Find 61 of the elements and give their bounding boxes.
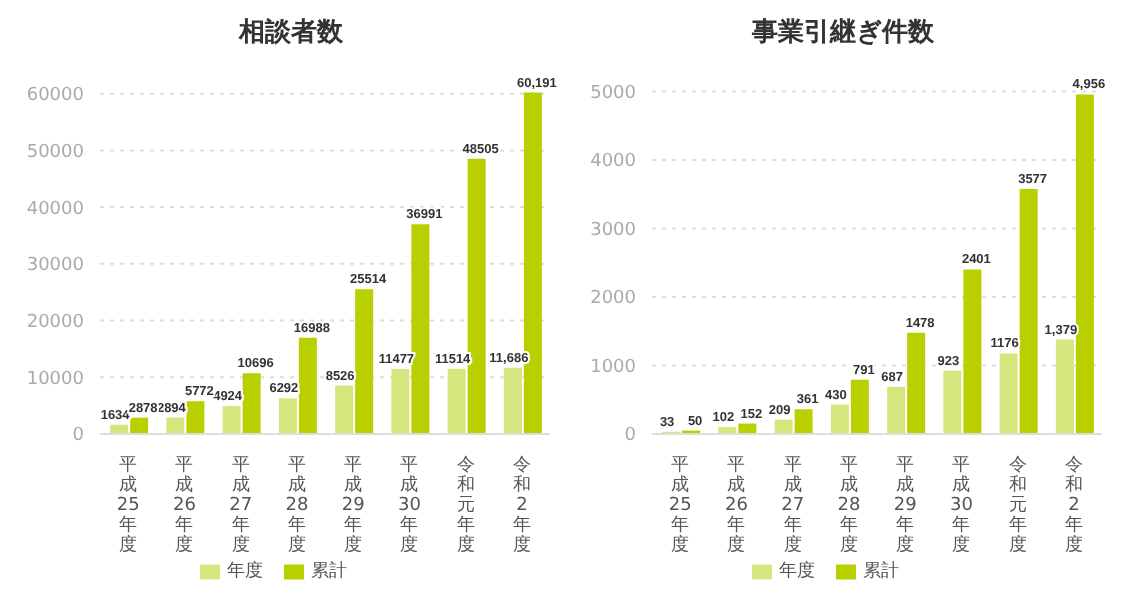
x-tick-label: 平成25年度 — [116, 456, 140, 556]
x-tick-label: 平成27年度 — [781, 456, 805, 556]
bar — [130, 417, 149, 434]
y-tick-label: 40000 — [26, 199, 85, 220]
y-tick-label: 30000 — [26, 256, 85, 277]
x-tick-label: 平成29年度 — [893, 456, 918, 556]
bar — [794, 409, 813, 434]
bar — [467, 158, 486, 434]
bar — [1019, 188, 1038, 434]
y-tick-label: 10000 — [26, 369, 85, 390]
y-tick-label: 0 — [72, 426, 85, 447]
bar — [278, 398, 297, 434]
bar — [186, 401, 205, 434]
x-tick-label: 平成28年度 — [285, 456, 309, 556]
bar — [774, 419, 793, 434]
bar — [943, 370, 962, 434]
y-tick-label: 60000 — [26, 86, 85, 107]
bar — [887, 386, 906, 434]
bar — [222, 406, 241, 434]
bar — [166, 417, 185, 434]
x-tick-label: 平成28年度 — [837, 456, 861, 556]
bar — [830, 404, 849, 434]
legend-label: 年度 — [779, 562, 815, 582]
y-tick-label: 0 — [624, 426, 637, 447]
y-tick-label: 4000 — [590, 152, 637, 173]
x-tick-label: 平成27年度 — [229, 456, 253, 556]
bar — [907, 332, 926, 434]
bar — [335, 385, 354, 434]
bar — [503, 367, 522, 434]
bar — [963, 269, 982, 434]
bar — [850, 379, 869, 434]
y-tick-label: 1000 — [590, 357, 637, 378]
legend-label: 累計 — [311, 562, 347, 582]
bar — [1055, 339, 1074, 434]
bar — [999, 353, 1018, 434]
chart-title: 事業引継ぎ件数 — [750, 16, 936, 52]
y-tick-label: 5000 — [590, 83, 637, 104]
x-tick-label: 平成25年度 — [668, 456, 692, 556]
x-tick-label: 令和2年度 — [512, 454, 531, 556]
x-tick-label: 令和元年度 — [1008, 454, 1027, 556]
x-tick-label: 平成26年度 — [724, 456, 749, 556]
bar — [242, 373, 261, 434]
legend-label: 累計 — [863, 562, 899, 582]
y-tick-label: 2000 — [590, 289, 637, 310]
bar — [447, 368, 466, 434]
x-tick-label: 令和元年度 — [456, 454, 475, 556]
x-tick-label: 平成26年度 — [172, 456, 197, 556]
bar — [411, 224, 430, 434]
x-tick-label: 平成30年度 — [949, 456, 974, 556]
y-tick-label: 50000 — [26, 142, 85, 163]
x-tick-label: 平成29年度 — [341, 456, 366, 556]
bar — [391, 368, 410, 434]
bar — [355, 289, 374, 434]
chart-title: 相談者数 — [236, 16, 345, 52]
x-tick-label: 令和2年度 — [1064, 454, 1083, 556]
y-tick-label: 20000 — [26, 312, 85, 333]
legend-label: 年度 — [227, 562, 263, 582]
bar — [298, 337, 317, 434]
x-tick-label: 平成30年度 — [397, 456, 422, 556]
y-tick-label: 3000 — [590, 220, 637, 241]
bar — [1075, 94, 1094, 434]
